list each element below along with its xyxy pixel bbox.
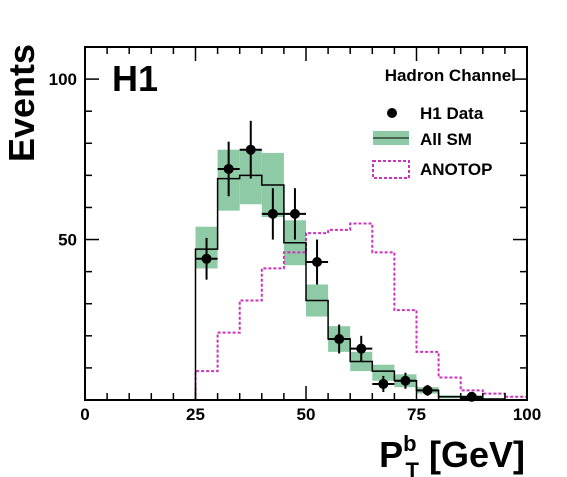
data-point (400, 375, 411, 386)
legend-label-anotop: ANOTOP (420, 160, 492, 179)
y-tick-label: 50 (58, 231, 77, 250)
experiment-label: H1 (112, 58, 158, 99)
data-point (334, 334, 345, 345)
h1-data-points (195, 120, 483, 402)
x-tick-label: 75 (407, 405, 426, 424)
anotop-histogram (85, 222, 528, 401)
axis-ticks (84, 46, 528, 401)
sm-line (85, 174, 527, 401)
data-point (422, 385, 433, 396)
sm-uncertainty-bands (195, 149, 505, 400)
x-tick-label: 25 (186, 405, 205, 424)
y-tick-label: 100 (49, 70, 77, 89)
data-point (267, 208, 278, 219)
channel-label: Hadron Channel (385, 66, 516, 85)
data-point (289, 208, 300, 219)
legend-label-all-sm: All SM (420, 130, 472, 149)
legend: H1 Data All SM ANOTOP (372, 104, 492, 179)
anotop-line (85, 222, 528, 401)
x-axis-title: Pb T [GeV] (379, 431, 525, 477)
sm-band-bin (372, 364, 395, 381)
sm-histogram (85, 174, 527, 401)
data-point (356, 343, 367, 354)
data-point (245, 144, 256, 155)
x-tick-label: 50 (297, 405, 316, 424)
x-axis-title-main: P (379, 434, 403, 475)
data-point (223, 163, 234, 174)
data-point (201, 253, 212, 264)
data-point (312, 257, 323, 268)
x-tick-label: 100 (513, 405, 541, 424)
legend-swatch-anotop (372, 160, 410, 179)
x-axis-title-sub: T (406, 458, 420, 477)
legend-marker-h1-data (387, 108, 397, 118)
x-axis-title-sup: b (403, 431, 416, 456)
y-axis-title: Events (1, 44, 42, 162)
tick-labels: 0 25 50 75 100 50 100 (49, 70, 542, 424)
data-point (378, 378, 389, 389)
x-tick-label: 0 (80, 405, 89, 424)
x-axis-title-unit: [GeV] (419, 434, 525, 475)
legend-label-h1-data: H1 Data (420, 104, 484, 123)
